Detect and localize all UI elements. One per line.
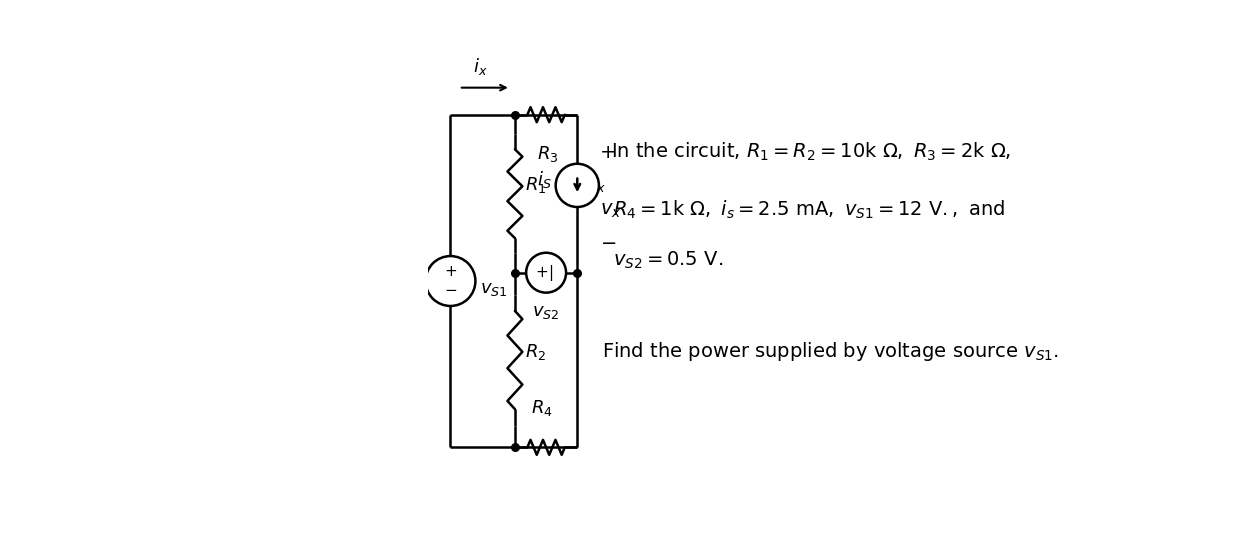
Text: $i_S$: $i_S$ [537, 168, 552, 190]
Text: +: + [536, 265, 548, 280]
Text: |: | [548, 265, 553, 281]
Text: $R_4$: $R_4$ [531, 398, 553, 418]
Text: +: + [580, 165, 594, 180]
Text: $v_{S2} = 0.5\ \mathrm{V.}$: $v_{S2} = 0.5\ \mathrm{V.}$ [613, 249, 723, 271]
Text: In the circuit, $R_1 = R_2 = 10\mathrm{k}\ \Omega,\ R_3 = 2\mathrm{k}\ \Omega,$: In the circuit, $R_1 = R_2 = 10\mathrm{k… [610, 141, 1011, 163]
Text: +: + [600, 143, 616, 161]
Text: $R_1$: $R_1$ [526, 176, 547, 195]
Circle shape [425, 256, 475, 306]
Circle shape [526, 253, 567, 293]
Circle shape [556, 164, 599, 207]
Text: −: − [444, 283, 456, 298]
Text: −: − [580, 192, 594, 207]
Text: +: + [444, 264, 456, 279]
Text: $v_{S1}$: $v_{S1}$ [480, 280, 507, 298]
Text: $\mathit{i}_\mathit{x}$: $\mathit{i}_\mathit{x}$ [474, 56, 487, 77]
Text: $v_x$: $v_x$ [587, 177, 606, 194]
Text: $R_4 = 1\mathrm{k}\ \Omega,\ i_s = 2.5\ \mathrm{mA},\ v_{S1} = 12\ \mathrm{V.,\ : $R_4 = 1\mathrm{k}\ \Omega,\ i_s = 2.5\ … [613, 199, 1004, 221]
Text: $R_2$: $R_2$ [526, 342, 547, 362]
Text: $v_x$: $v_x$ [600, 201, 622, 220]
Text: $v_{S2}$: $v_{S2}$ [532, 303, 559, 321]
Text: $-$: $-$ [600, 232, 616, 251]
Text: $R_3$: $R_3$ [537, 144, 559, 164]
Text: Find the power supplied by voltage source $v_{S1}$.: Find the power supplied by voltage sourc… [603, 340, 1059, 363]
